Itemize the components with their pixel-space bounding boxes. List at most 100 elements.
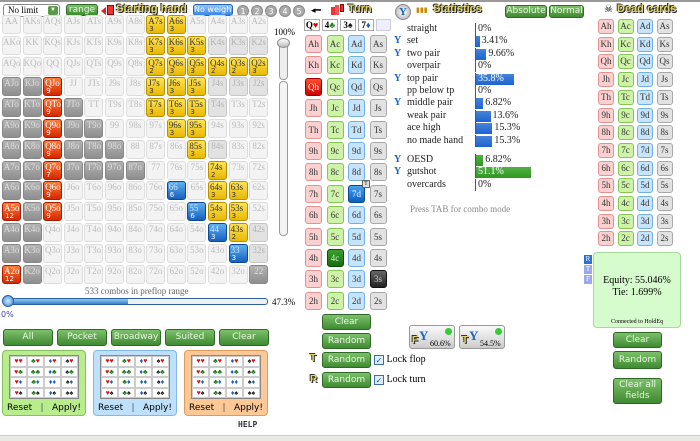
hand-cell-KQo[interactable]: KQo (22, 56, 42, 76)
hand-cell-92o[interactable]: 92o (105, 264, 124, 284)
hand-cell-22[interactable]: 22 (249, 264, 269, 284)
hand-cell-62s[interactable]: 62s (249, 181, 269, 201)
board-pick-As[interactable]: As (369, 35, 387, 53)
hand-cell-A9s[interactable]: A9s (105, 15, 124, 34)
hand-cell-54s[interactable]: 54s 3 (208, 202, 227, 222)
suit-combo-toggle[interactable]: ♠♦ (61, 377, 78, 388)
board-pick-9s[interactable]: 9s (369, 142, 387, 160)
suit-combo-toggle[interactable]: ♦♦ (44, 377, 61, 388)
hand-cell-A4s[interactable]: A4s (208, 15, 227, 34)
hand-cell-Q8o[interactable]: Q8o 9 (43, 139, 63, 159)
lock-turn-checkbox[interactable]: ✓ Lock turn (374, 374, 426, 385)
hand-cell-J3o[interactable]: J3o (63, 243, 83, 263)
hand-cell-72o[interactable]: 72o (146, 264, 166, 284)
hand-cell-A5s[interactable]: A5s (187, 15, 207, 34)
dead-card-9s[interactable]: 9s (656, 107, 673, 123)
hand-cell-Q7s[interactable]: Q7s 2 (146, 56, 166, 76)
hand-cell-JTo[interactable]: JTo (63, 98, 83, 118)
hand-cell-KTs[interactable]: KTs (84, 35, 104, 55)
filter-icon[interactable]: Y (394, 166, 402, 178)
suit-combo-toggle[interactable]: ♣♠ (209, 387, 226, 398)
board-pick-Tc[interactable]: Tc (326, 120, 344, 139)
filter-icon[interactable]: Y (394, 35, 402, 47)
hand-cell-76s[interactable]: 76s (166, 160, 186, 180)
hand-cell-AJs[interactable]: AJs (63, 15, 83, 34)
dead-card-4s[interactable]: 4s (656, 196, 673, 211)
suit-combo-toggle[interactable]: ♣♦ (27, 377, 44, 388)
hand-cell-86s[interactable]: 86s (166, 139, 186, 159)
dead-card-8d[interactable]: 8d (637, 125, 653, 141)
suit-combo-toggle[interactable]: ♣♦ (209, 377, 226, 388)
board-pick-Qc[interactable]: Qc (326, 77, 344, 96)
board-pick-3s[interactable]: 3s (369, 270, 387, 289)
hand-cell-72s[interactable]: 72s (249, 160, 269, 180)
hand-cell-Q2o[interactable]: Q2o (43, 264, 63, 284)
hand-cell-T2o[interactable]: T2o (84, 264, 104, 284)
hand-cell-44[interactable]: 44 3 (208, 223, 227, 242)
hand-cell-K9o[interactable]: K9o (22, 119, 42, 138)
board-pick-Kd[interactable]: Kd (348, 56, 365, 75)
hand-cell-T6o[interactable]: T6o (84, 181, 104, 201)
street-tag-R[interactable]: R (584, 255, 592, 264)
hand-cell-KJs[interactable]: KJs (63, 35, 83, 55)
hand-cell-J5o[interactable]: J5o (63, 202, 83, 222)
suit-combo-toggle[interactable]: ♥♦ (10, 377, 27, 388)
suit-combo-toggle[interactable]: ♣♠ (27, 387, 44, 398)
dead-card-3d[interactable]: 3d (637, 213, 653, 229)
hand-cell-A2s[interactable]: A2s (249, 15, 269, 34)
suit-combo-toggle[interactable]: ♠♦ (243, 377, 260, 388)
hand-cell-J4o[interactable]: J4o (63, 223, 83, 242)
hand-cell-64s[interactable]: 64s 3 (208, 181, 227, 201)
hand-cell-A6o[interactable]: A6o (2, 181, 21, 201)
board-pick-9d[interactable]: 9d (348, 142, 365, 160)
hand-cell-T2s[interactable]: T2s (249, 98, 269, 118)
board-card-4[interactable]: 4♣ (322, 19, 338, 31)
hand-cell-K9s[interactable]: K9s (105, 35, 124, 55)
dead-card-Qc[interactable]: Qc (617, 54, 634, 70)
hand-cell-K3s[interactable]: K3s (228, 35, 248, 55)
hand-cell-QJo[interactable]: QJo 9 (43, 77, 63, 97)
suit-combo-toggle[interactable]: ♣♥ (118, 356, 135, 367)
suit-combo-toggle[interactable]: ♣♣ (209, 366, 226, 377)
hand-cell-A4o[interactable]: A4o (2, 223, 21, 242)
hand-cell-65s[interactable]: 65s (187, 181, 207, 201)
quick-all-button[interactable]: All (3, 329, 53, 346)
lock-flop-checkbox[interactable]: ✓ Lock flop (374, 354, 426, 365)
hand-cell-T9s[interactable]: T9s (105, 98, 124, 118)
board-pick-Qd[interactable]: Qd (348, 77, 365, 96)
weight-slot-4[interactable]: 4 (279, 5, 291, 17)
dead-card-Ks[interactable]: Ks (656, 36, 673, 52)
dead-card-5h[interactable]: 5h (598, 178, 614, 194)
weight-slider-handle[interactable] (277, 38, 290, 48)
hand-cell-43s[interactable]: 43s 2 (228, 223, 248, 242)
hand-cell-K7s[interactable]: K7s 3 (146, 35, 166, 55)
hand-cell-83s[interactable]: 83s (228, 139, 248, 159)
dead-card-7d[interactable]: 7d (637, 142, 653, 158)
apply-link[interactable]: Apply! (51, 403, 81, 413)
hand-cell-84o[interactable]: 84o (125, 223, 145, 242)
suit-combo-toggle[interactable]: ♥♥ (192, 356, 209, 367)
suit-combo-toggle[interactable]: ♦♠ (44, 387, 61, 398)
hand-cell-A8o[interactable]: A8o (2, 139, 21, 159)
suit-combo-toggle[interactable]: ♠♦ (152, 377, 169, 388)
board-pick-Ks[interactable]: Ks (369, 56, 387, 75)
range-slider-track[interactable] (3, 298, 268, 305)
hand-cell-99[interactable]: 99 (105, 119, 124, 138)
hand-cell-J4s[interactable]: J4s (208, 77, 227, 97)
hand-cell-Q7o[interactable]: Q7o 7 (43, 160, 63, 180)
hand-cell-A2o[interactable]: A2o 12 (2, 264, 21, 284)
board-pick-Th[interactable]: Th (305, 120, 322, 139)
hand-cell-J9s[interactable]: J9s (105, 77, 124, 97)
hand-cell-75o[interactable]: 75o (146, 202, 166, 222)
hand-cell-Q4o[interactable]: Q4o (43, 223, 63, 242)
normal-button[interactable]: Normal (549, 5, 584, 18)
hand-cell-Q6s[interactable]: Q6s 3 (166, 56, 186, 76)
hand-cell-93s[interactable]: 93s (228, 119, 248, 138)
board-pick-Ac[interactable]: Ac (326, 35, 344, 53)
hand-cell-AA[interactable]: AA (2, 15, 21, 34)
suit-combo-toggle[interactable]: ♦♥ (135, 356, 152, 367)
hand-cell-T9o[interactable]: T9o (84, 119, 104, 138)
suit-combo-toggle[interactable]: ♦♣ (44, 366, 61, 377)
hand-cell-75s[interactable]: 75s (187, 160, 207, 180)
absolute-button[interactable]: Absolute (505, 5, 547, 18)
